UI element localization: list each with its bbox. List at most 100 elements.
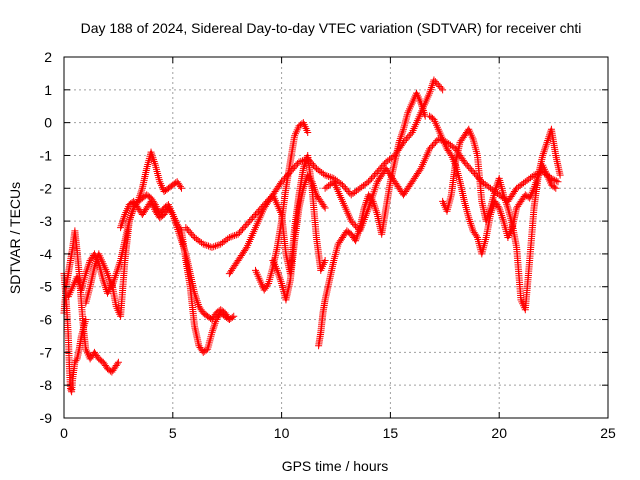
data-point — [398, 131, 406, 139]
data-point — [199, 240, 207, 248]
data-point — [430, 76, 438, 84]
data-point — [72, 357, 80, 365]
data-point — [467, 221, 475, 229]
x-axis-label: GPS time / hours — [282, 458, 389, 474]
data-point — [321, 204, 329, 212]
data-point — [307, 176, 315, 184]
data-point — [83, 266, 91, 274]
y-tick-label: -1 — [40, 147, 53, 163]
data-point — [462, 160, 470, 168]
data-point — [240, 224, 248, 232]
y-tick-label: 2 — [44, 49, 52, 65]
data-point — [325, 172, 333, 180]
data-point — [339, 181, 347, 189]
data-point — [373, 168, 381, 176]
data-point — [114, 264, 122, 272]
data-point — [431, 138, 439, 146]
y-tick-label: -7 — [40, 344, 53, 360]
data-point — [246, 217, 254, 225]
data-point — [431, 78, 439, 86]
data-point — [503, 202, 511, 210]
data-point — [178, 239, 186, 247]
data-point — [343, 186, 351, 194]
data-point — [368, 174, 376, 182]
data-point — [340, 183, 348, 191]
data-point — [82, 268, 90, 276]
y-tick-label: -5 — [40, 279, 53, 295]
data-point — [150, 158, 158, 166]
data-point — [234, 230, 242, 238]
data-point — [251, 211, 259, 219]
data-point — [554, 178, 562, 186]
data-point — [224, 314, 232, 322]
data-point — [229, 232, 237, 240]
data-point — [556, 171, 564, 179]
data-point — [236, 229, 244, 237]
data-point — [460, 158, 468, 166]
y-tick-label: -4 — [40, 246, 53, 262]
series-track-7 — [225, 151, 329, 278]
data-point — [238, 225, 246, 233]
x-tick-label: 20 — [491, 425, 507, 441]
data-point — [263, 281, 271, 289]
data-point — [277, 278, 285, 286]
data-point — [225, 316, 233, 324]
data-point — [466, 165, 474, 173]
chart-title: Day 188 of 2024, Sidereal Day-to-day VTE… — [81, 20, 582, 36]
data-point — [347, 217, 355, 225]
data-point — [436, 83, 444, 91]
data-point — [427, 143, 435, 151]
data-point — [311, 163, 319, 171]
data-point — [225, 234, 233, 241]
data-point — [551, 176, 559, 184]
data-point — [203, 241, 211, 249]
data-point — [437, 84, 445, 92]
data-point — [543, 138, 551, 146]
series-track-3 — [64, 148, 186, 320]
data-markers — [60, 76, 564, 396]
data-point — [350, 220, 358, 228]
data-point — [542, 142, 550, 150]
data-point — [186, 229, 194, 237]
data-point — [434, 81, 442, 89]
data-point — [289, 165, 297, 173]
data-point — [84, 264, 92, 272]
data-point — [113, 360, 121, 368]
data-point — [320, 202, 328, 210]
data-point — [353, 224, 361, 232]
y-tick-label: -3 — [40, 213, 53, 229]
data-point — [250, 212, 258, 220]
data-point — [349, 219, 357, 227]
data-point — [433, 79, 441, 87]
x-tick-label: 5 — [169, 425, 177, 441]
plot-border — [63, 56, 609, 419]
data-point — [371, 203, 379, 211]
data-point — [465, 163, 473, 171]
data-point — [112, 270, 120, 278]
y-tick-label: -6 — [40, 312, 53, 328]
data-point — [375, 166, 383, 174]
y-tick-label: -2 — [40, 180, 53, 196]
data-point — [497, 210, 505, 218]
data-point — [472, 232, 480, 240]
data-point — [398, 129, 406, 137]
data-point — [428, 142, 436, 150]
data-point — [179, 241, 187, 249]
data-point — [247, 215, 255, 223]
data-point — [176, 183, 184, 191]
data-point — [552, 177, 560, 185]
data-point — [188, 230, 196, 238]
y-tick-label: -8 — [40, 377, 53, 393]
data-point — [82, 316, 90, 324]
x-tick-label: 0 — [60, 425, 68, 441]
data-point — [178, 184, 186, 192]
data-point — [399, 127, 407, 135]
axes: 0 5 10 15 20 25 -9 -8 -7 -6 -5 -4 -3 -2 -1 0 1 2 — [40, 49, 616, 441]
x-tick-label: 25 — [600, 425, 616, 441]
data-point — [117, 222, 125, 230]
data-point — [404, 133, 412, 141]
data-point — [278, 178, 286, 186]
data-point — [326, 173, 334, 181]
y-tick-label: 1 — [44, 82, 52, 98]
